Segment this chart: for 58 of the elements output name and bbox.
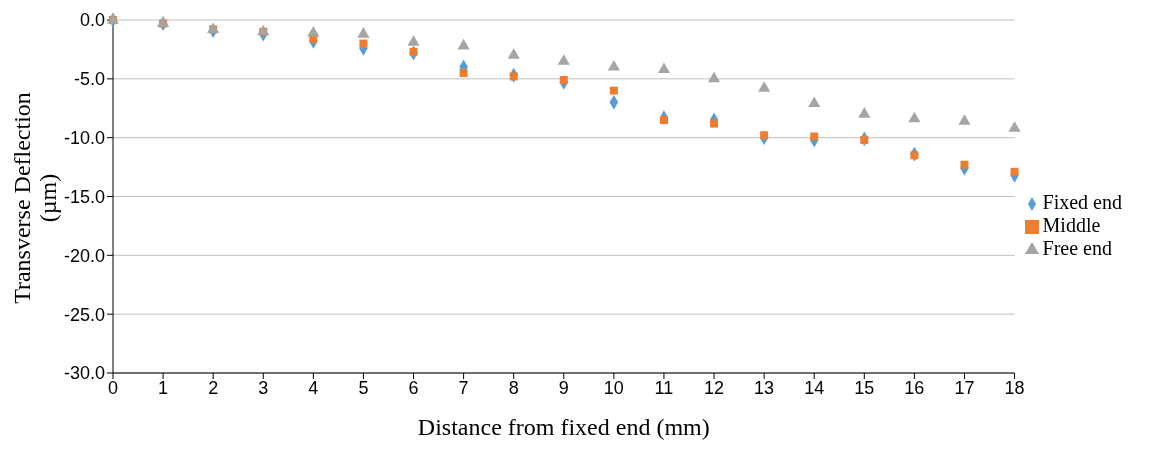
x-axis-title: Distance from fixed end (mm) xyxy=(417,414,710,440)
point xyxy=(307,25,320,37)
point xyxy=(1010,167,1019,176)
point xyxy=(357,27,370,38)
x-tick-label: 18 xyxy=(1004,377,1025,398)
point xyxy=(457,38,470,50)
y-tick-label: -10.0 xyxy=(63,128,105,149)
point xyxy=(106,12,120,24)
point xyxy=(409,47,418,56)
point xyxy=(908,111,921,123)
point xyxy=(459,68,468,77)
legend-label: Free end xyxy=(1042,237,1112,259)
x-tick-label: 13 xyxy=(754,377,775,398)
point xyxy=(1008,121,1021,132)
y-tick-label: 0.0 xyxy=(79,10,105,31)
point xyxy=(758,81,771,92)
point xyxy=(910,151,919,160)
x-tick-label: 8 xyxy=(508,377,519,398)
y-tick-label: -15.0 xyxy=(63,186,105,207)
point xyxy=(860,136,869,145)
x-tick-label: 17 xyxy=(954,377,975,398)
x-tick-label: 6 xyxy=(408,377,419,398)
point xyxy=(707,71,721,83)
x-tick-label: 2 xyxy=(208,377,219,398)
y-tick-label: -25.0 xyxy=(63,304,105,325)
x-tick-label: 1 xyxy=(158,377,169,398)
legend-label: Fixed end xyxy=(1042,191,1122,213)
point xyxy=(858,107,871,118)
y-tick-label: -5.0 xyxy=(73,69,105,90)
x-tick-label: 4 xyxy=(308,377,319,398)
x-tick-label: 15 xyxy=(854,377,875,398)
point xyxy=(509,72,518,81)
x-tick-label: 5 xyxy=(358,377,369,398)
point xyxy=(810,132,819,141)
x-tick-label: 9 xyxy=(558,377,569,398)
point xyxy=(359,39,368,48)
point xyxy=(559,76,568,85)
point xyxy=(407,35,420,46)
point xyxy=(507,48,520,59)
y-tick-label: -30.0 xyxy=(63,363,105,384)
x-tick-label: 16 xyxy=(904,377,925,398)
x-tick-label: 11 xyxy=(654,377,674,398)
x-tick-label: 0 xyxy=(107,377,119,398)
x-tick-label: 3 xyxy=(258,377,269,398)
x-tick-label: 14 xyxy=(804,377,825,398)
point xyxy=(657,62,671,73)
x-tick-label: 12 xyxy=(704,377,725,398)
point xyxy=(808,96,821,108)
point xyxy=(607,60,620,71)
point xyxy=(958,114,971,125)
point xyxy=(960,160,969,169)
legend-label: Middle xyxy=(1042,214,1101,236)
y-axis-title: Transverse Deflection (µm) xyxy=(9,92,61,304)
point xyxy=(609,86,618,95)
x-tick-label: 7 xyxy=(458,377,469,398)
x-tick-label: 10 xyxy=(603,377,624,398)
y-tick-label: -20.0 xyxy=(63,245,105,266)
point xyxy=(557,54,570,65)
